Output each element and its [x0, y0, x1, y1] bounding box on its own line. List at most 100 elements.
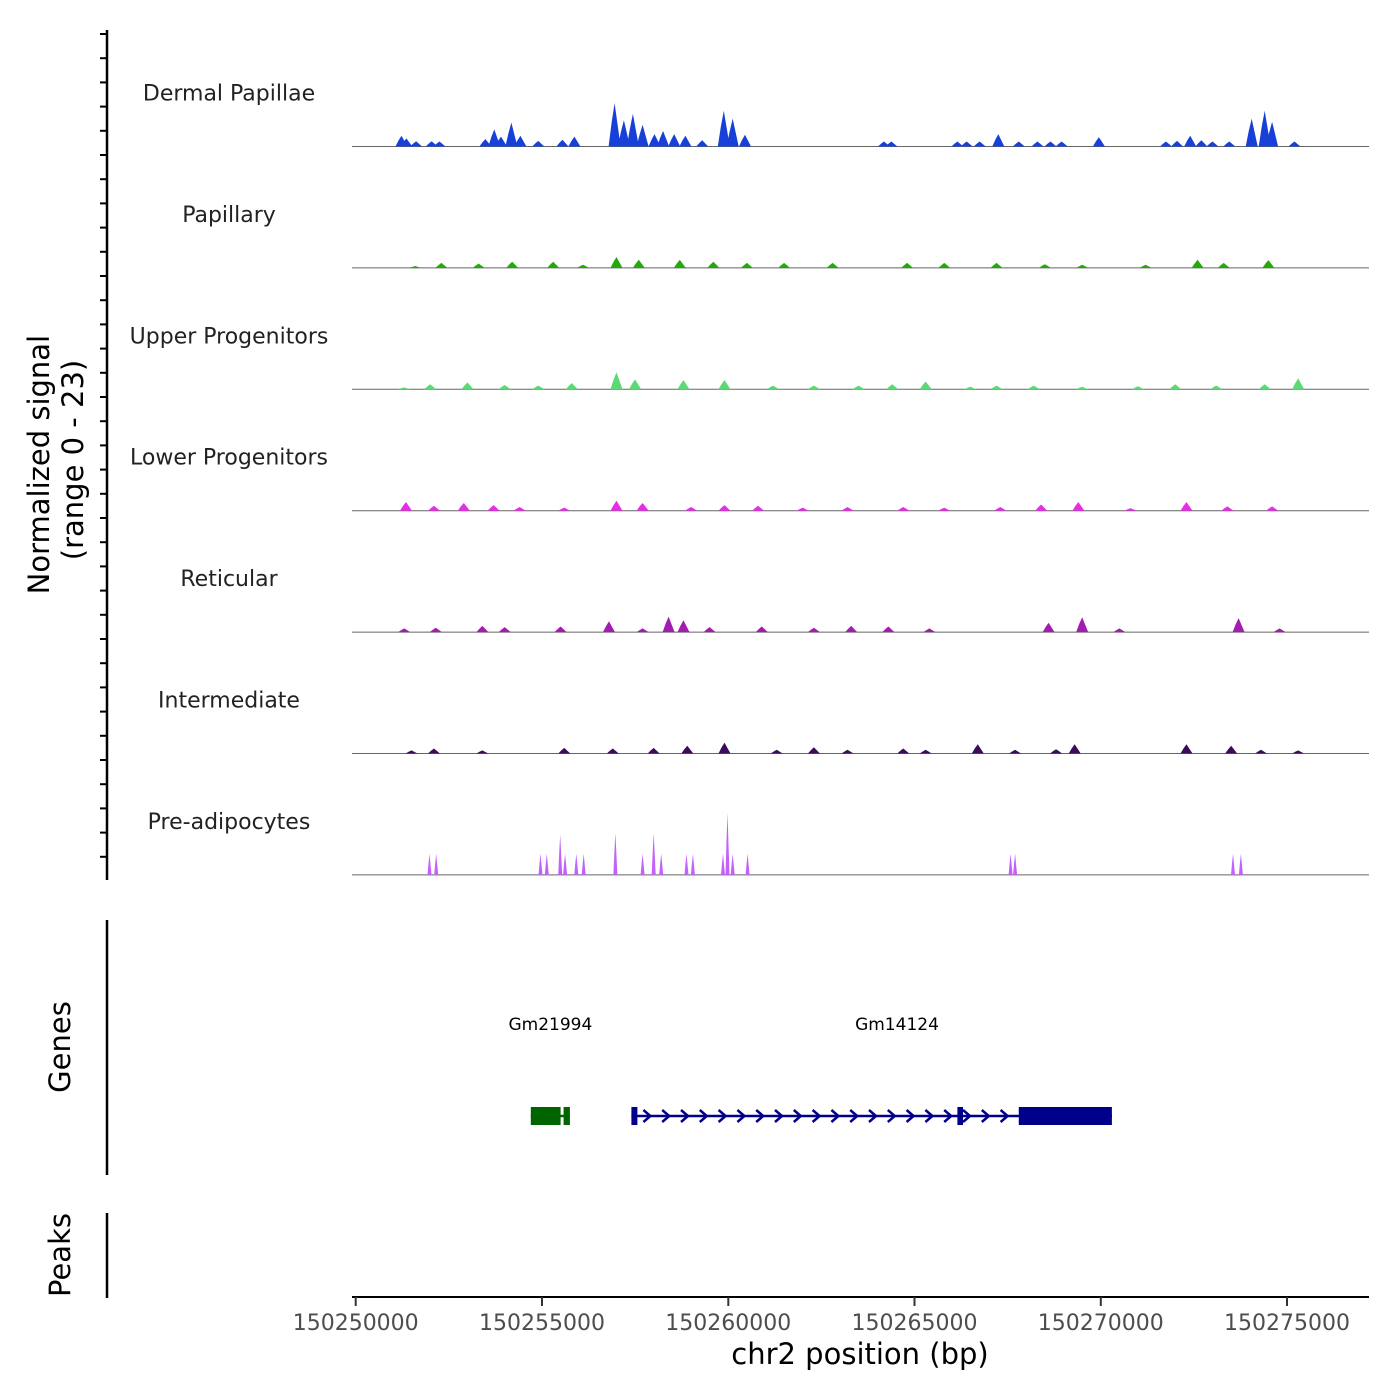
signal-peak	[1012, 141, 1025, 147]
x-axis: 150250000 150255000 150260000 150265000 1502…	[293, 1296, 1369, 1371]
signal-peak	[1068, 744, 1081, 754]
track-pre-adipocytes: Pre-adipocytes	[148, 810, 1369, 876]
signal-peak	[897, 507, 910, 511]
signal-peak	[841, 507, 854, 511]
track-label: Pre-adipocytes	[148, 810, 311, 835]
signal-peak	[629, 379, 642, 390]
strand-chevron	[792, 1109, 803, 1123]
signal-peak	[568, 136, 581, 147]
gene-label: Gm14124	[855, 1015, 939, 1035]
signal-peak	[990, 385, 1003, 390]
signal-peak	[807, 385, 820, 390]
strand-chevron	[980, 1109, 991, 1123]
signal-peak	[1266, 506, 1279, 511]
strand-chevron	[642, 1109, 653, 1123]
signal-y-ticks	[100, 33, 107, 858]
signal-peak	[558, 747, 571, 754]
signal-peak	[556, 139, 569, 147]
signal-peak	[726, 118, 739, 147]
y-axis-title: Normalized signal (range 0 - 23)	[22, 326, 90, 595]
signal-peak	[1132, 386, 1144, 390]
track-dermal-papillae: Dermal Papillae	[143, 82, 1369, 147]
signal-panel: Normalized signal (range 0 - 23) Dermal …	[22, 30, 1369, 880]
gene-label: Gm21994	[508, 1015, 592, 1035]
signal-peak	[514, 135, 527, 147]
signal-peak	[1055, 141, 1068, 147]
genes-panel-label: Genes	[43, 1001, 77, 1093]
signal-peak	[1225, 745, 1238, 754]
signal-peak	[506, 261, 519, 268]
signal-peak	[745, 853, 750, 875]
signal-peak	[668, 134, 681, 147]
y-axis-title-line2: (range 0 - 23)	[56, 360, 90, 560]
strand-chevron	[680, 1109, 690, 1123]
signal-peak	[1008, 853, 1013, 875]
track-label: Dermal Papillae	[143, 82, 315, 107]
signal-peak	[479, 139, 492, 147]
signal-peak	[1231, 853, 1235, 875]
signal-peak	[1217, 262, 1230, 268]
x-tick-label: 150275000	[1224, 1311, 1350, 1336]
signal-peak	[1292, 750, 1305, 754]
signal-peak	[648, 134, 661, 147]
signal-peak	[973, 141, 986, 147]
signal-peak	[677, 620, 690, 633]
signal-peak	[684, 853, 689, 875]
peaks-panel-label: Peaks	[43, 1213, 77, 1297]
track-upper-progenitors: Upper Progenitors	[130, 324, 1369, 390]
signal-peak	[1210, 385, 1223, 390]
signal-peak	[577, 264, 589, 268]
signal-peak	[574, 853, 579, 875]
signal-peak	[677, 380, 690, 390]
strand-chevron	[868, 1109, 878, 1123]
signal-peak	[886, 384, 899, 390]
x-tick-label: 150270000	[1038, 1311, 1164, 1336]
signal-peak	[752, 505, 765, 511]
signal-tracks: Dermal Papillae Papillary Upper Progenitor…	[130, 82, 1369, 876]
signal-peak	[1180, 502, 1193, 511]
signal-peak	[1232, 618, 1245, 633]
signal-peak	[558, 834, 563, 875]
signal-peak	[488, 129, 501, 147]
signal-peak	[897, 748, 910, 754]
signal-peak	[807, 747, 820, 754]
signal-peak	[1027, 385, 1040, 390]
x-tick-label: 150265000	[852, 1311, 978, 1336]
signal-peak	[410, 141, 423, 147]
signal-peak	[563, 853, 568, 875]
signal-peak	[651, 833, 656, 875]
signal-peak	[919, 381, 932, 390]
signal-peak	[409, 266, 422, 268]
gene-exon	[530, 1107, 561, 1125]
signal-peak	[994, 507, 1007, 511]
signal-peak	[405, 750, 418, 754]
signal-peak	[636, 124, 649, 147]
signal-peak	[770, 749, 783, 754]
signal-peak	[1042, 622, 1055, 633]
strand-chevron	[661, 1109, 672, 1123]
signal-peak	[1009, 749, 1022, 754]
signal-peak	[433, 141, 446, 147]
strand-chevron	[962, 1109, 972, 1123]
signal-peak	[841, 749, 854, 754]
signal-peak	[636, 503, 649, 511]
track-lower-progenitors: Lower Progenitors	[130, 446, 1369, 512]
signal-peak	[1044, 141, 1057, 147]
signal-peak	[626, 113, 639, 147]
signal-peak	[1013, 853, 1018, 875]
track-reticular: Reticular	[180, 567, 1369, 633]
signal-peak	[662, 616, 675, 633]
strand-chevron	[943, 1109, 954, 1123]
gene-models: Gm21994 Gm14124	[508, 1015, 1112, 1125]
signal-peak	[608, 103, 621, 147]
signal-peak	[1258, 110, 1271, 147]
signal-peak	[400, 502, 412, 511]
signal-peak	[696, 140, 709, 147]
track-label: Lower Progenitors	[130, 446, 328, 471]
signal-peak	[1266, 121, 1279, 147]
signal-peak	[1262, 260, 1275, 268]
signal-peak	[964, 386, 977, 390]
signal-peak	[398, 387, 411, 390]
signal-peak	[617, 120, 630, 147]
